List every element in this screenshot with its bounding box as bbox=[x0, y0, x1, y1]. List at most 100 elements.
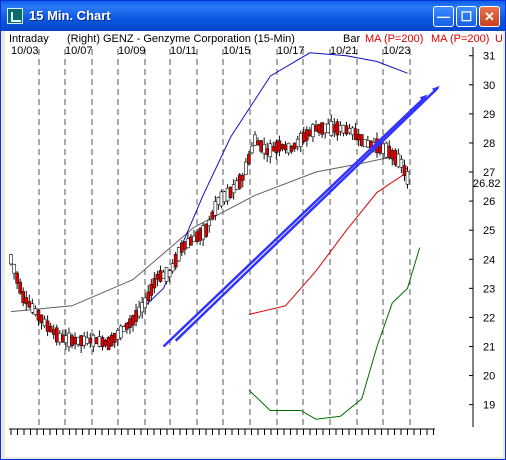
candle-body bbox=[161, 271, 166, 279]
candle-body bbox=[57, 333, 62, 343]
last-price-label: 26.82 bbox=[473, 178, 501, 190]
x-label: 10/09 bbox=[118, 45, 146, 57]
minimize-button[interactable]: — bbox=[433, 6, 454, 27]
candle-body bbox=[112, 332, 117, 343]
candle-body bbox=[76, 336, 80, 345]
y-tick-label: 23 bbox=[483, 283, 495, 295]
candle-body bbox=[289, 145, 294, 152]
trendline-arrow-0 bbox=[419, 94, 428, 102]
series-line bbox=[248, 171, 408, 315]
candle-body bbox=[250, 145, 254, 154]
candle-body bbox=[271, 146, 276, 152]
candle-body bbox=[317, 123, 321, 133]
chart-area[interactable]: Intraday (Right) GENZ - Genzyme Corporat… bbox=[5, 31, 503, 457]
candle-body bbox=[70, 335, 74, 346]
candle-body bbox=[189, 236, 193, 246]
ma1-label: MA (P=200) bbox=[365, 33, 423, 45]
candle-body bbox=[170, 263, 175, 272]
candle-body bbox=[64, 335, 68, 344]
candle-body bbox=[344, 125, 349, 135]
symbol-label: GENZ - Genzyme Corporation (15-Min) bbox=[103, 33, 295, 45]
candle-body bbox=[247, 154, 251, 164]
candle-body bbox=[353, 128, 358, 140]
candle-body bbox=[286, 142, 291, 154]
candle-body bbox=[268, 143, 273, 158]
y-tick-label: 30 bbox=[483, 80, 495, 92]
candle-body bbox=[39, 314, 44, 324]
candle-body bbox=[219, 191, 224, 207]
candle-body bbox=[167, 270, 172, 278]
candle-body bbox=[9, 254, 13, 265]
candle-body bbox=[119, 325, 123, 339]
candle-body bbox=[61, 334, 65, 343]
candle-body bbox=[341, 124, 346, 134]
candle-body bbox=[320, 122, 324, 135]
candle-body bbox=[149, 283, 154, 296]
window-title: 15 Min. Chart bbox=[29, 8, 111, 23]
chart-app-icon[interactable] bbox=[7, 8, 23, 24]
y-tick-label: 27 bbox=[483, 167, 495, 179]
candles bbox=[9, 114, 410, 354]
candle-body bbox=[27, 301, 32, 308]
x-label: 10/17 bbox=[277, 45, 305, 57]
candle-body bbox=[283, 144, 288, 151]
trendline-1 bbox=[174, 86, 439, 342]
intraday-label: Intraday bbox=[9, 33, 49, 45]
x-label: 10/21 bbox=[330, 45, 358, 57]
candle-body bbox=[362, 138, 367, 147]
candle-body bbox=[128, 318, 132, 328]
y-tick-label: 25 bbox=[483, 225, 495, 237]
maximize-button[interactable]: ☐ bbox=[456, 6, 477, 27]
candle-body bbox=[326, 123, 331, 134]
candle-body bbox=[301, 132, 306, 142]
candle-body bbox=[259, 140, 263, 152]
price-chart[interactable]: Intraday (Right) GENZ - Genzyme Corporat… bbox=[5, 31, 503, 457]
title-bar[interactable]: 15 Min. Chart — ☐ ✕ bbox=[1, 1, 505, 31]
candle-body bbox=[237, 174, 242, 189]
candle-body bbox=[280, 144, 285, 150]
candle-body bbox=[173, 254, 178, 268]
candle-body bbox=[201, 225, 205, 240]
candle-body bbox=[399, 159, 404, 168]
right-label: (Right) bbox=[67, 33, 100, 45]
close-button[interactable]: ✕ bbox=[479, 6, 500, 27]
x-axis-ticks bbox=[9, 428, 435, 435]
candle-body bbox=[295, 138, 300, 148]
candle-body bbox=[314, 125, 318, 132]
y-tick-label: 26 bbox=[483, 196, 495, 208]
candle-body bbox=[73, 337, 77, 345]
candle-body bbox=[152, 278, 157, 289]
y-tick-label: 28 bbox=[483, 138, 495, 150]
trendline-0 bbox=[162, 95, 427, 348]
trendlines[interactable] bbox=[162, 85, 441, 348]
candle-body bbox=[234, 180, 239, 190]
candle-body bbox=[186, 238, 190, 249]
y-tick-label: 31 bbox=[483, 51, 495, 63]
candle-body bbox=[109, 335, 114, 347]
x-label: 10/03 bbox=[11, 45, 39, 57]
candle-body bbox=[180, 242, 184, 253]
trendline-arrow-1 bbox=[432, 85, 440, 93]
y-tick-label: 22 bbox=[483, 312, 495, 324]
candle-body bbox=[265, 148, 270, 156]
candle-body bbox=[164, 267, 169, 282]
candle-body bbox=[405, 171, 410, 185]
close-icon: ✕ bbox=[484, 9, 495, 24]
candle-body bbox=[192, 235, 196, 243]
candle-body bbox=[387, 145, 392, 158]
candle-body bbox=[48, 325, 53, 333]
candle-body bbox=[225, 187, 230, 202]
candle-body bbox=[155, 273, 160, 280]
candle-body bbox=[183, 241, 187, 250]
candle-body bbox=[393, 150, 398, 165]
candle-body bbox=[18, 281, 22, 294]
candle-body bbox=[140, 302, 144, 313]
candle-body bbox=[106, 337, 111, 351]
y-axis: 19 20 21 22 23 24 25 26 27 28 29 30 31 bbox=[469, 47, 495, 427]
candle-body bbox=[143, 297, 147, 309]
candle-body bbox=[204, 223, 208, 237]
candle-body bbox=[12, 263, 16, 274]
y-tick-label: 19 bbox=[483, 400, 495, 412]
candle-body bbox=[15, 272, 19, 284]
